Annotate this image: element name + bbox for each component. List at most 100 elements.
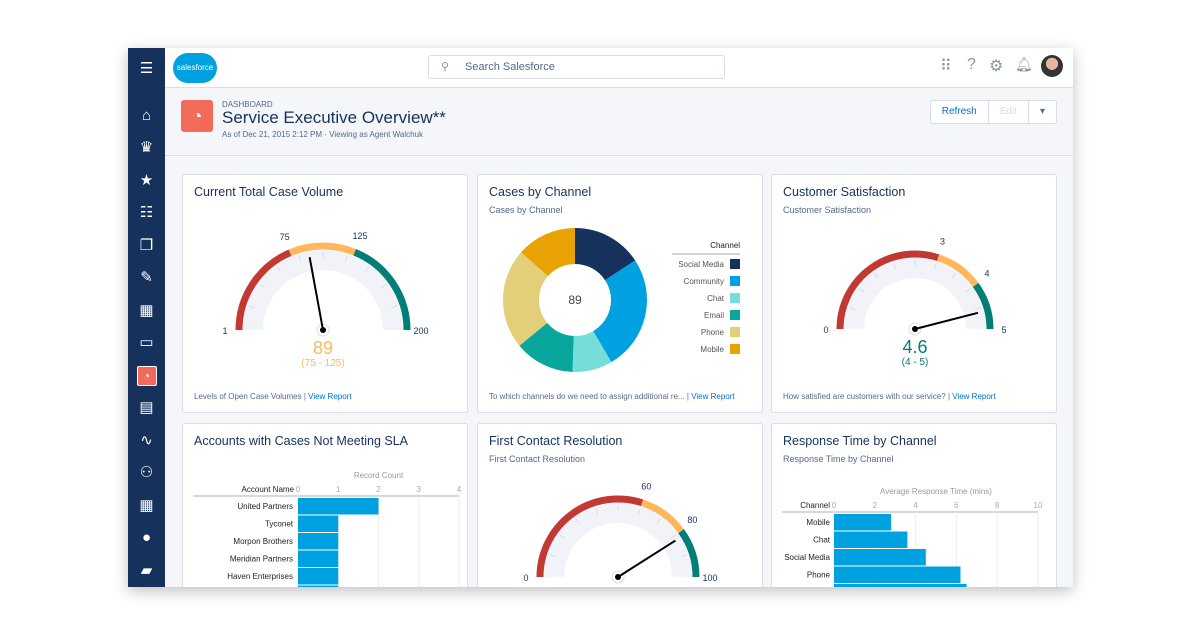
files-icon[interactable]: ❐	[128, 233, 165, 259]
y-axis-title: Account Name	[242, 485, 295, 494]
legend-label: Chat	[707, 294, 725, 303]
gauge-tick	[849, 307, 856, 311]
help-icon[interactable]: ?	[967, 56, 976, 73]
calendar-icon[interactable]: ▦	[128, 493, 165, 519]
groups-icon[interactable]: ⚇	[128, 460, 165, 486]
card-current-total-case-volume: Current Total Case Volume 1 75 125 200 89 (75…	[182, 174, 468, 413]
dashboard-icon[interactable]: ◔	[128, 363, 165, 389]
gauge-band	[235, 249, 292, 331]
x-tick-label: 0	[296, 485, 301, 494]
gauge-tick	[951, 272, 956, 279]
gauge-label: 0	[823, 325, 828, 335]
gauge-label: 60	[641, 482, 651, 492]
calendar-icon-glyph: ▦	[139, 496, 154, 514]
gauge-label: 1	[222, 326, 227, 336]
donut-slice-social-media	[575, 228, 636, 281]
card-title: Cases by Channel	[489, 185, 592, 199]
view-report-link[interactable]: View Report	[952, 392, 996, 401]
gauge-tick	[364, 266, 370, 273]
leads-icon[interactable]: ★	[128, 168, 165, 194]
more-actions-dropdown[interactable]: ▾	[1039, 106, 1045, 117]
card-first-contact-resolution: First Contact Resolution First Contact R…	[477, 423, 763, 587]
gauge-tick	[391, 305, 398, 309]
reports-icon[interactable]: ▤	[128, 395, 165, 421]
crown-icon[interactable]: ♛	[128, 135, 165, 161]
bar	[834, 514, 892, 531]
bar	[298, 550, 339, 567]
contacts-icon[interactable]: ▭	[128, 330, 165, 356]
x-tick-label: 6	[954, 501, 959, 510]
x-tick-label: 4	[913, 501, 918, 510]
gauge-range: (75 - 125)	[301, 358, 344, 369]
gauge-label: 5	[1001, 325, 1006, 335]
home-icon[interactable]: ⌂	[128, 103, 165, 129]
card-footer: Levels of Open Case Volumes | View Repor…	[194, 392, 352, 401]
view-report-link[interactable]: View Report	[691, 392, 735, 401]
gauge-track	[243, 250, 403, 331]
legend-swatch	[730, 276, 740, 286]
gauge-band	[353, 248, 411, 331]
gauge-needle-pivot	[615, 574, 621, 580]
bar	[834, 566, 961, 583]
x-tick-label: 10	[1034, 501, 1043, 510]
files-icon-glyph: ❐	[139, 236, 154, 254]
donut-slice-email	[519, 322, 574, 372]
tasks-icon-glyph: ☷	[139, 204, 154, 221]
gauge-tick	[680, 554, 687, 558]
gauge-tick	[344, 255, 348, 262]
bar	[298, 585, 339, 587]
salesforce-logo[interactable]: salesforce	[173, 53, 217, 83]
gauge-band	[678, 529, 700, 578]
gauge-band	[836, 250, 940, 330]
person-icon[interactable]: ●	[128, 525, 165, 551]
gauge-tick	[671, 534, 677, 539]
gauge-tick	[965, 288, 972, 293]
bar-label: Mobile	[806, 518, 830, 527]
briefcase-icon[interactable]: ▰	[128, 558, 165, 584]
donut-slice-mobile	[521, 228, 575, 277]
gauge-tick	[656, 518, 661, 524]
gauge-tick	[248, 305, 255, 309]
app-launcher-icon[interactable]: ⠿	[940, 58, 952, 75]
gauge-label: 80	[687, 515, 697, 525]
gauge-band	[288, 242, 357, 256]
gauge-label: 4	[984, 269, 989, 279]
y-axis-title: Channel	[800, 501, 830, 510]
bar	[298, 568, 339, 585]
crown-icon-glyph: ♛	[139, 139, 154, 156]
card-response-time-by-channel: Response Time by Channel Response Time b…	[771, 423, 1057, 587]
accounts-icon[interactable]: ▦	[128, 298, 165, 324]
tasks-icon[interactable]: ☷	[128, 200, 165, 226]
gear-icon[interactable]: ⚙	[989, 58, 1004, 75]
card-title: Customer Satisfaction	[783, 185, 906, 199]
x-tick-label: 4	[457, 485, 462, 494]
refresh-button[interactable]: Refresh	[931, 101, 989, 123]
legend-label: Community	[684, 277, 724, 286]
gauge-label: 100	[702, 573, 717, 583]
avatar[interactable]	[1041, 55, 1063, 77]
page-subtitle: As of Dec 21, 2015 2:12 PM · Viewing as …	[222, 130, 423, 139]
edit-button[interactable]: Edit	[989, 101, 1029, 123]
bar	[834, 531, 908, 548]
bar	[298, 498, 379, 515]
card-title: Current Total Case Volume	[194, 185, 344, 199]
gauge-value: 4.6	[902, 337, 927, 357]
legend-swatch	[730, 259, 740, 269]
contacts-icon-glyph: ▭	[139, 334, 154, 351]
view-report-link[interactable]: View Report	[308, 392, 352, 401]
card-title: Response Time by Channel	[783, 434, 937, 448]
notes-icon[interactable]: ✎	[128, 265, 165, 291]
notes-icon-glyph: ✎	[140, 269, 153, 286]
card-subtitle: Customer Satisfaction	[783, 205, 872, 215]
menu-icon[interactable]: ☰	[128, 56, 165, 82]
search-input[interactable]: ⚲ Search Salesforce	[428, 55, 725, 79]
card-subtitle: Cases by Channel	[489, 205, 563, 215]
pulse-icon[interactable]: ∿	[128, 428, 165, 454]
gauge-label: 75	[280, 232, 290, 242]
button-group: Refresh Edit ▾	[929, 100, 1057, 124]
search-icon: ⚲	[441, 61, 450, 73]
gauge-tick	[575, 518, 580, 524]
legend-label: Social Media	[678, 260, 724, 269]
card-subtitle: Response Time by Channel	[783, 454, 894, 464]
bell-icon[interactable]: 🔔︎	[1015, 56, 1033, 72]
